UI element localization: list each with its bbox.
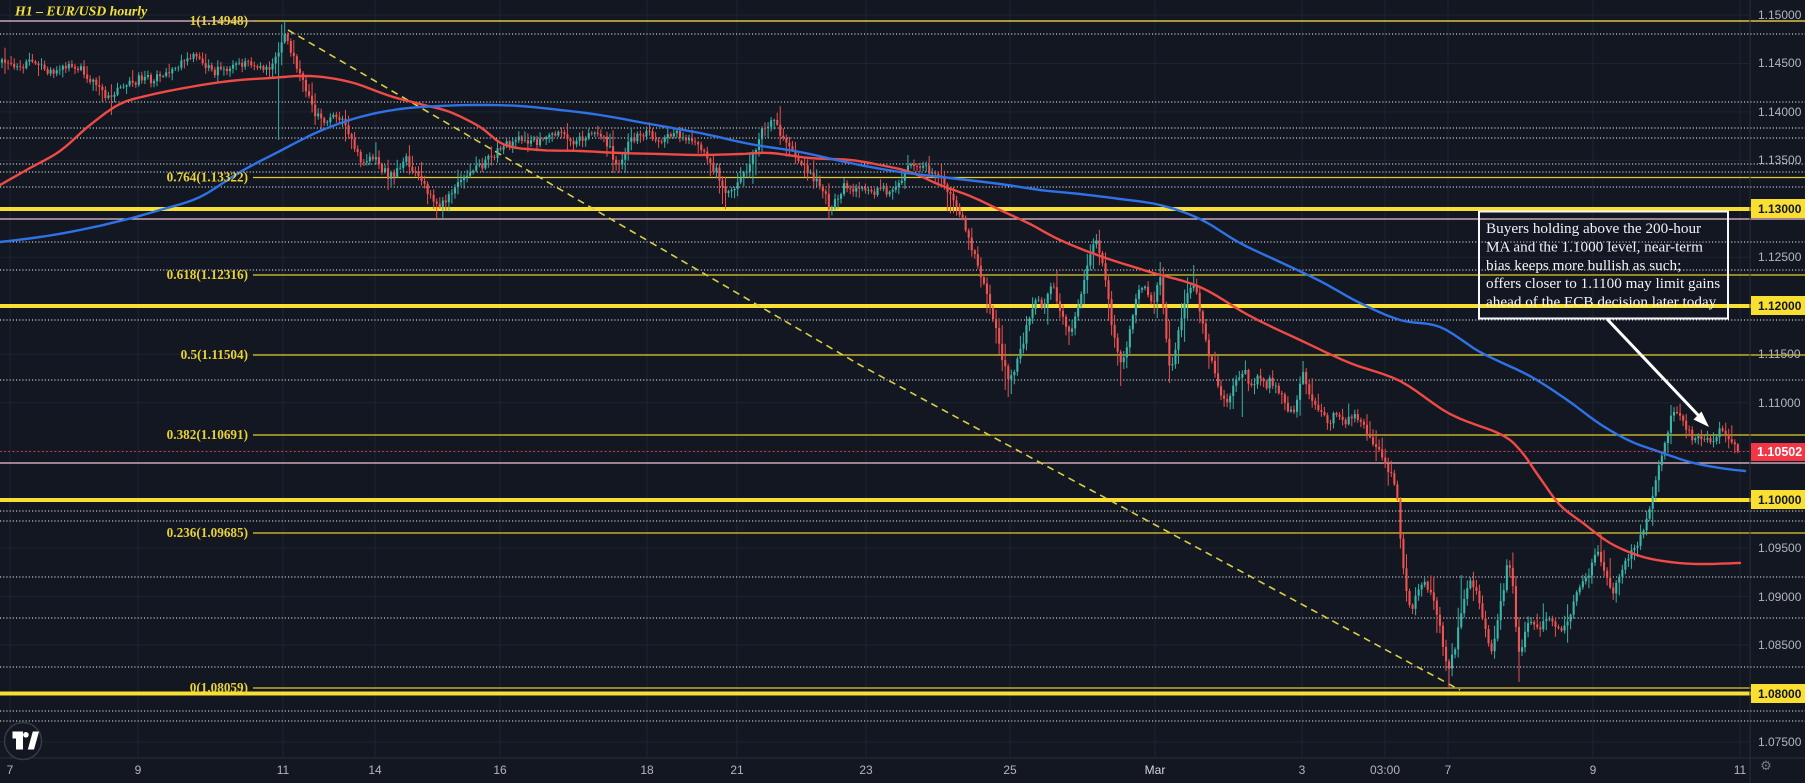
svg-text:11: 11	[1734, 763, 1747, 777]
svg-text:3: 3	[1299, 763, 1306, 777]
svg-text:1.14000: 1.14000	[1758, 105, 1802, 119]
svg-text:1.12000: 1.12000	[1758, 299, 1802, 313]
svg-text:1.10502: 1.10502	[1757, 445, 1802, 459]
svg-text:1.15000: 1.15000	[1758, 8, 1802, 22]
svg-text:18: 18	[640, 763, 654, 777]
svg-text:1.12500: 1.12500	[1758, 250, 1802, 264]
svg-text:1.13500: 1.13500	[1758, 153, 1802, 167]
svg-text:0.236(1.09685): 0.236(1.09685)	[167, 525, 248, 540]
svg-text:1.10000: 1.10000	[1758, 493, 1802, 507]
svg-text:0.382(1.10691): 0.382(1.10691)	[167, 427, 248, 442]
svg-text:0(1.08059): 0(1.08059)	[190, 680, 248, 695]
svg-text:23: 23	[859, 763, 873, 777]
svg-text:11: 11	[277, 763, 290, 777]
svg-text:1.07500: 1.07500	[1758, 735, 1802, 749]
svg-text:0.618(1.12316): 0.618(1.12316)	[167, 267, 248, 282]
svg-text:0.5(1.11504): 0.5(1.11504)	[181, 347, 248, 362]
svg-text:03:00: 03:00	[1370, 763, 1400, 777]
svg-text:H1 – EUR/USD hourly: H1 – EUR/USD hourly	[14, 4, 148, 19]
svg-text:0.764(1.13322): 0.764(1.13322)	[167, 170, 248, 185]
svg-text:1.08500: 1.08500	[1758, 638, 1802, 652]
svg-text:16: 16	[493, 763, 507, 777]
svg-text:1.13000: 1.13000	[1758, 202, 1802, 216]
svg-text:14: 14	[368, 763, 382, 777]
svg-text:25: 25	[1003, 763, 1017, 777]
svg-text:1.09000: 1.09000	[1758, 590, 1802, 604]
svg-text:7: 7	[7, 763, 14, 777]
svg-text:7: 7	[1445, 763, 1452, 777]
svg-text:1.14500: 1.14500	[1758, 56, 1802, 70]
svg-text:9: 9	[135, 763, 142, 777]
svg-text:Mar: Mar	[1145, 763, 1166, 777]
svg-text:1.11500: 1.11500	[1758, 347, 1801, 361]
svg-text:1.11000: 1.11000	[1758, 396, 1801, 410]
svg-text:Buyers holding above the 200-h: Buyers holding above the 200-hour MA and…	[1486, 220, 1724, 311]
svg-text:⚙: ⚙	[1760, 758, 1772, 773]
svg-text:21: 21	[730, 763, 744, 777]
svg-text:1.08000: 1.08000	[1758, 687, 1802, 701]
svg-text:9: 9	[1590, 763, 1597, 777]
svg-text:1(1.14948): 1(1.14948)	[190, 13, 248, 28]
svg-text:1.09500: 1.09500	[1758, 541, 1802, 555]
